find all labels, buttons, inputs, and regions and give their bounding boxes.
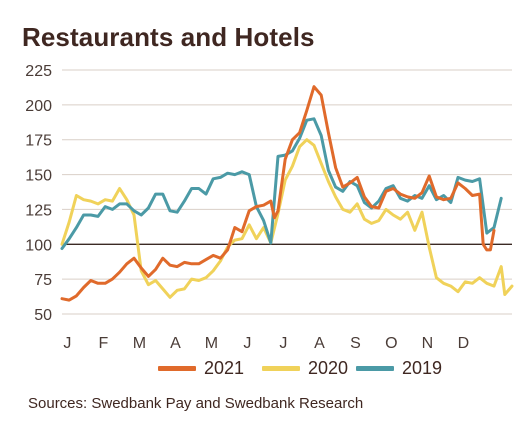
y-tick-label: 100 — [25, 237, 52, 254]
x-tick-label: M — [205, 335, 218, 352]
grid-lines — [62, 69, 512, 315]
x-tick-label: S — [350, 335, 361, 352]
x-tick-label: D — [458, 335, 470, 352]
legend-item-2021: 2021 — [158, 358, 244, 379]
y-tick-label: 75 — [34, 272, 52, 289]
series-lines — [60, 85, 514, 302]
y-tick-label: 200 — [25, 98, 52, 115]
series-line-2019 — [60, 117, 503, 250]
y-tick-label: 150 — [25, 168, 52, 185]
legend-swatch — [262, 366, 300, 371]
y-tick-label: 225 — [25, 63, 52, 80]
legend-label: 2020 — [308, 358, 349, 378]
x-tick-label: N — [422, 335, 434, 352]
series-line-2020 — [60, 138, 514, 299]
x-tick-label: O — [385, 335, 397, 352]
legend-item-2020: 2020 — [262, 358, 348, 379]
legend: 2021 2020 2019 — [0, 358, 528, 390]
x-tick-label: J — [63, 335, 71, 352]
y-tick-label: 50 — [34, 307, 52, 324]
y-axis-ticks: 50 75 100 125 150 175 200 225 — [25, 63, 52, 324]
source-note: Sources: Swedbank Pay and Swedbank Resea… — [28, 395, 364, 412]
x-tick-label: F — [99, 335, 109, 352]
legend-item-2019: 2019 — [356, 358, 442, 379]
chart-title: Restaurants and Hotels — [22, 22, 315, 52]
x-tick-label: A — [314, 335, 325, 352]
x-tick-label: M — [133, 335, 146, 352]
y-tick-label: 125 — [25, 202, 52, 219]
legend-swatch — [356, 366, 394, 371]
legend-swatch — [158, 366, 196, 371]
y-tick-label: 175 — [25, 133, 52, 150]
legend-label: 2019 — [402, 358, 443, 378]
legend-label: 2021 — [204, 358, 245, 378]
line-chart: 50 75 100 125 150 175 200 225 J F M A M J J A S O N D — [25, 63, 514, 352]
x-tick-label: J — [243, 335, 251, 352]
series-line-2021 — [60, 85, 496, 302]
x-tick-label: J — [279, 335, 287, 352]
x-tick-label: A — [170, 335, 181, 352]
